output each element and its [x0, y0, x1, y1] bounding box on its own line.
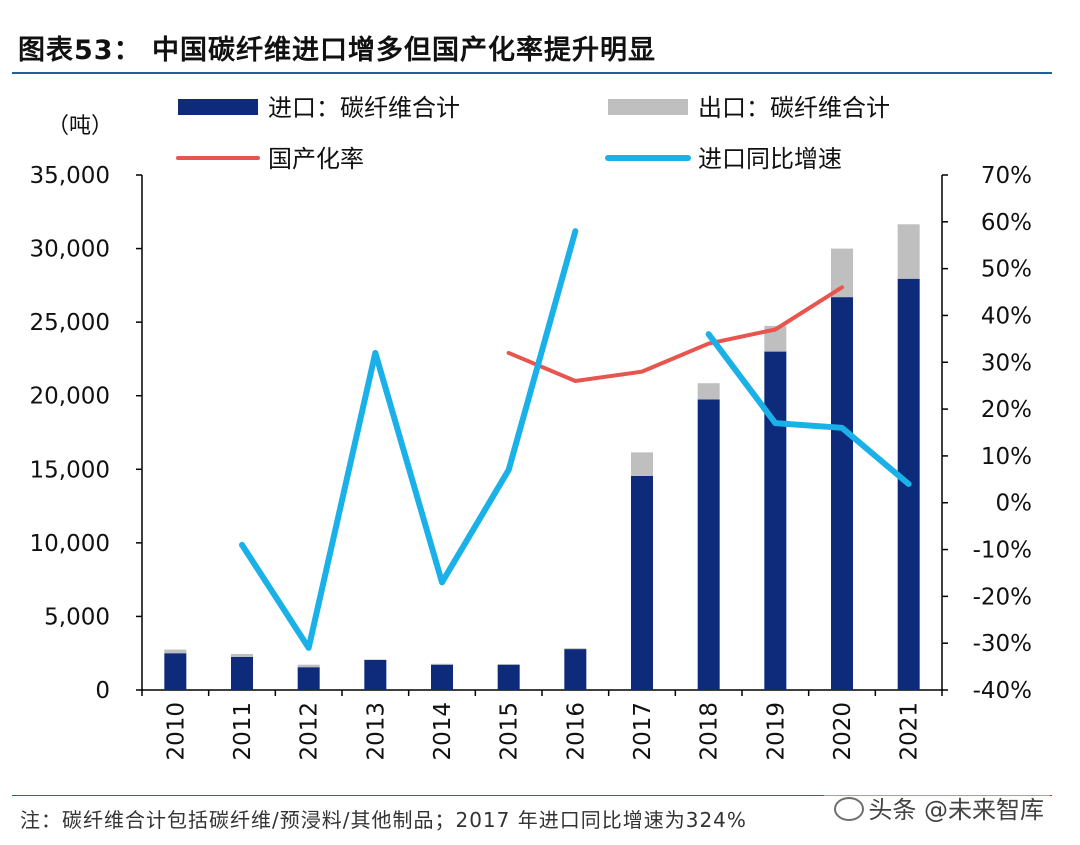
y-right-tick-label: 30% — [981, 350, 1032, 376]
x-tick-label: 2020 — [830, 702, 856, 761]
x-tick-label: 2016 — [563, 702, 589, 761]
x-tick-label: 2019 — [763, 702, 789, 761]
legend-label: 进口：碳纤维合计 — [268, 94, 460, 122]
x-tick-label: 2014 — [430, 702, 456, 761]
y-left-tick-label: 25,000 — [30, 310, 110, 336]
y-right-tick-label: 60% — [981, 210, 1032, 236]
x-tick-label: 2010 — [163, 702, 189, 761]
y-left-tick-label: 5,000 — [44, 604, 110, 630]
y-right-tick-label: 20% — [981, 397, 1032, 423]
y-right-tick-label: -20% — [973, 584, 1032, 610]
chart: 0 5,000 10,000 15,000 20,000 25,000 30,000 35,0… — [30, 94, 1033, 761]
import-bar — [497, 664, 520, 690]
import-bar — [697, 399, 720, 690]
y-left-tick-label: 10,000 — [30, 531, 110, 557]
watermark-text: 头条 @未来智库 — [868, 796, 1044, 824]
export-bar — [564, 648, 587, 650]
footer-rule — [12, 795, 1052, 796]
export-bar — [897, 224, 920, 279]
import-bar — [764, 351, 787, 690]
chart-title: 图表53： 中国碳纤维进口增多但国产化率提升明显 — [18, 35, 656, 66]
domestic-rate-line — [506, 285, 844, 383]
legend-swatch — [178, 99, 258, 115]
import-bar — [564, 649, 587, 690]
y-left-tick-label: 35,000 — [30, 163, 110, 189]
export-bar — [831, 248, 853, 298]
y-right-tick-label: -40% — [973, 678, 1032, 704]
y-left-tick-label: 20,000 — [30, 384, 110, 410]
y-right-tick-label: 50% — [981, 257, 1032, 283]
y-left-tick-label: 30,000 — [30, 237, 110, 263]
export-bar — [297, 664, 320, 668]
x-tick-label: 2012 — [297, 702, 323, 761]
x-tick-label: 2017 — [630, 702, 656, 761]
y-right-tick-label: -10% — [973, 538, 1032, 564]
x-tick-label: 2018 — [697, 702, 723, 761]
import-bar — [164, 653, 187, 690]
export-bar — [497, 664, 520, 665]
title-rule — [12, 72, 1052, 74]
x-tick-label: 2011 — [230, 702, 256, 761]
import-bar — [431, 664, 453, 690]
y-right-tick-label: 0% — [996, 491, 1033, 517]
import-bar — [631, 475, 653, 690]
y-right-tick-label: 70% — [981, 163, 1032, 189]
import-growth-line — [705, 331, 912, 487]
import-bar — [297, 667, 320, 690]
import-bar — [364, 659, 387, 690]
y-right-tick-label: 40% — [981, 303, 1032, 329]
x-tick-label: 2013 — [363, 702, 389, 761]
export-bar — [431, 663, 453, 665]
legend-label: 出口：碳纤维合计 — [698, 94, 890, 122]
export-bar — [631, 452, 653, 476]
footnote: 注：碳纤维合计包括碳纤维/预浸料/其他制品；2017 年进口同比增速为324% — [20, 808, 747, 832]
y-left-tick-label: 15,000 — [30, 457, 110, 483]
y-right-tick-label: 10% — [981, 444, 1032, 470]
y-left-tick-label: 0 — [95, 678, 110, 704]
y-right-tick-label: -30% — [973, 631, 1032, 657]
import-growth-line — [239, 228, 579, 651]
import-bar — [831, 297, 853, 690]
export-bar — [231, 653, 253, 657]
import-bar — [231, 656, 253, 690]
x-tick-label: 2015 — [497, 702, 523, 761]
y-left-unit-label: （吨） — [47, 114, 113, 139]
x-tick-label: 2021 — [897, 702, 923, 761]
legend-label: 进口同比增速 — [698, 145, 842, 173]
watermark: 头条 @未来智库 — [824, 790, 1050, 825]
watermark-icon — [834, 797, 865, 821]
legend-label: 国产化率 — [268, 145, 364, 173]
legend-swatch — [608, 99, 688, 115]
export-bar — [164, 649, 187, 654]
export-bar — [697, 383, 720, 400]
